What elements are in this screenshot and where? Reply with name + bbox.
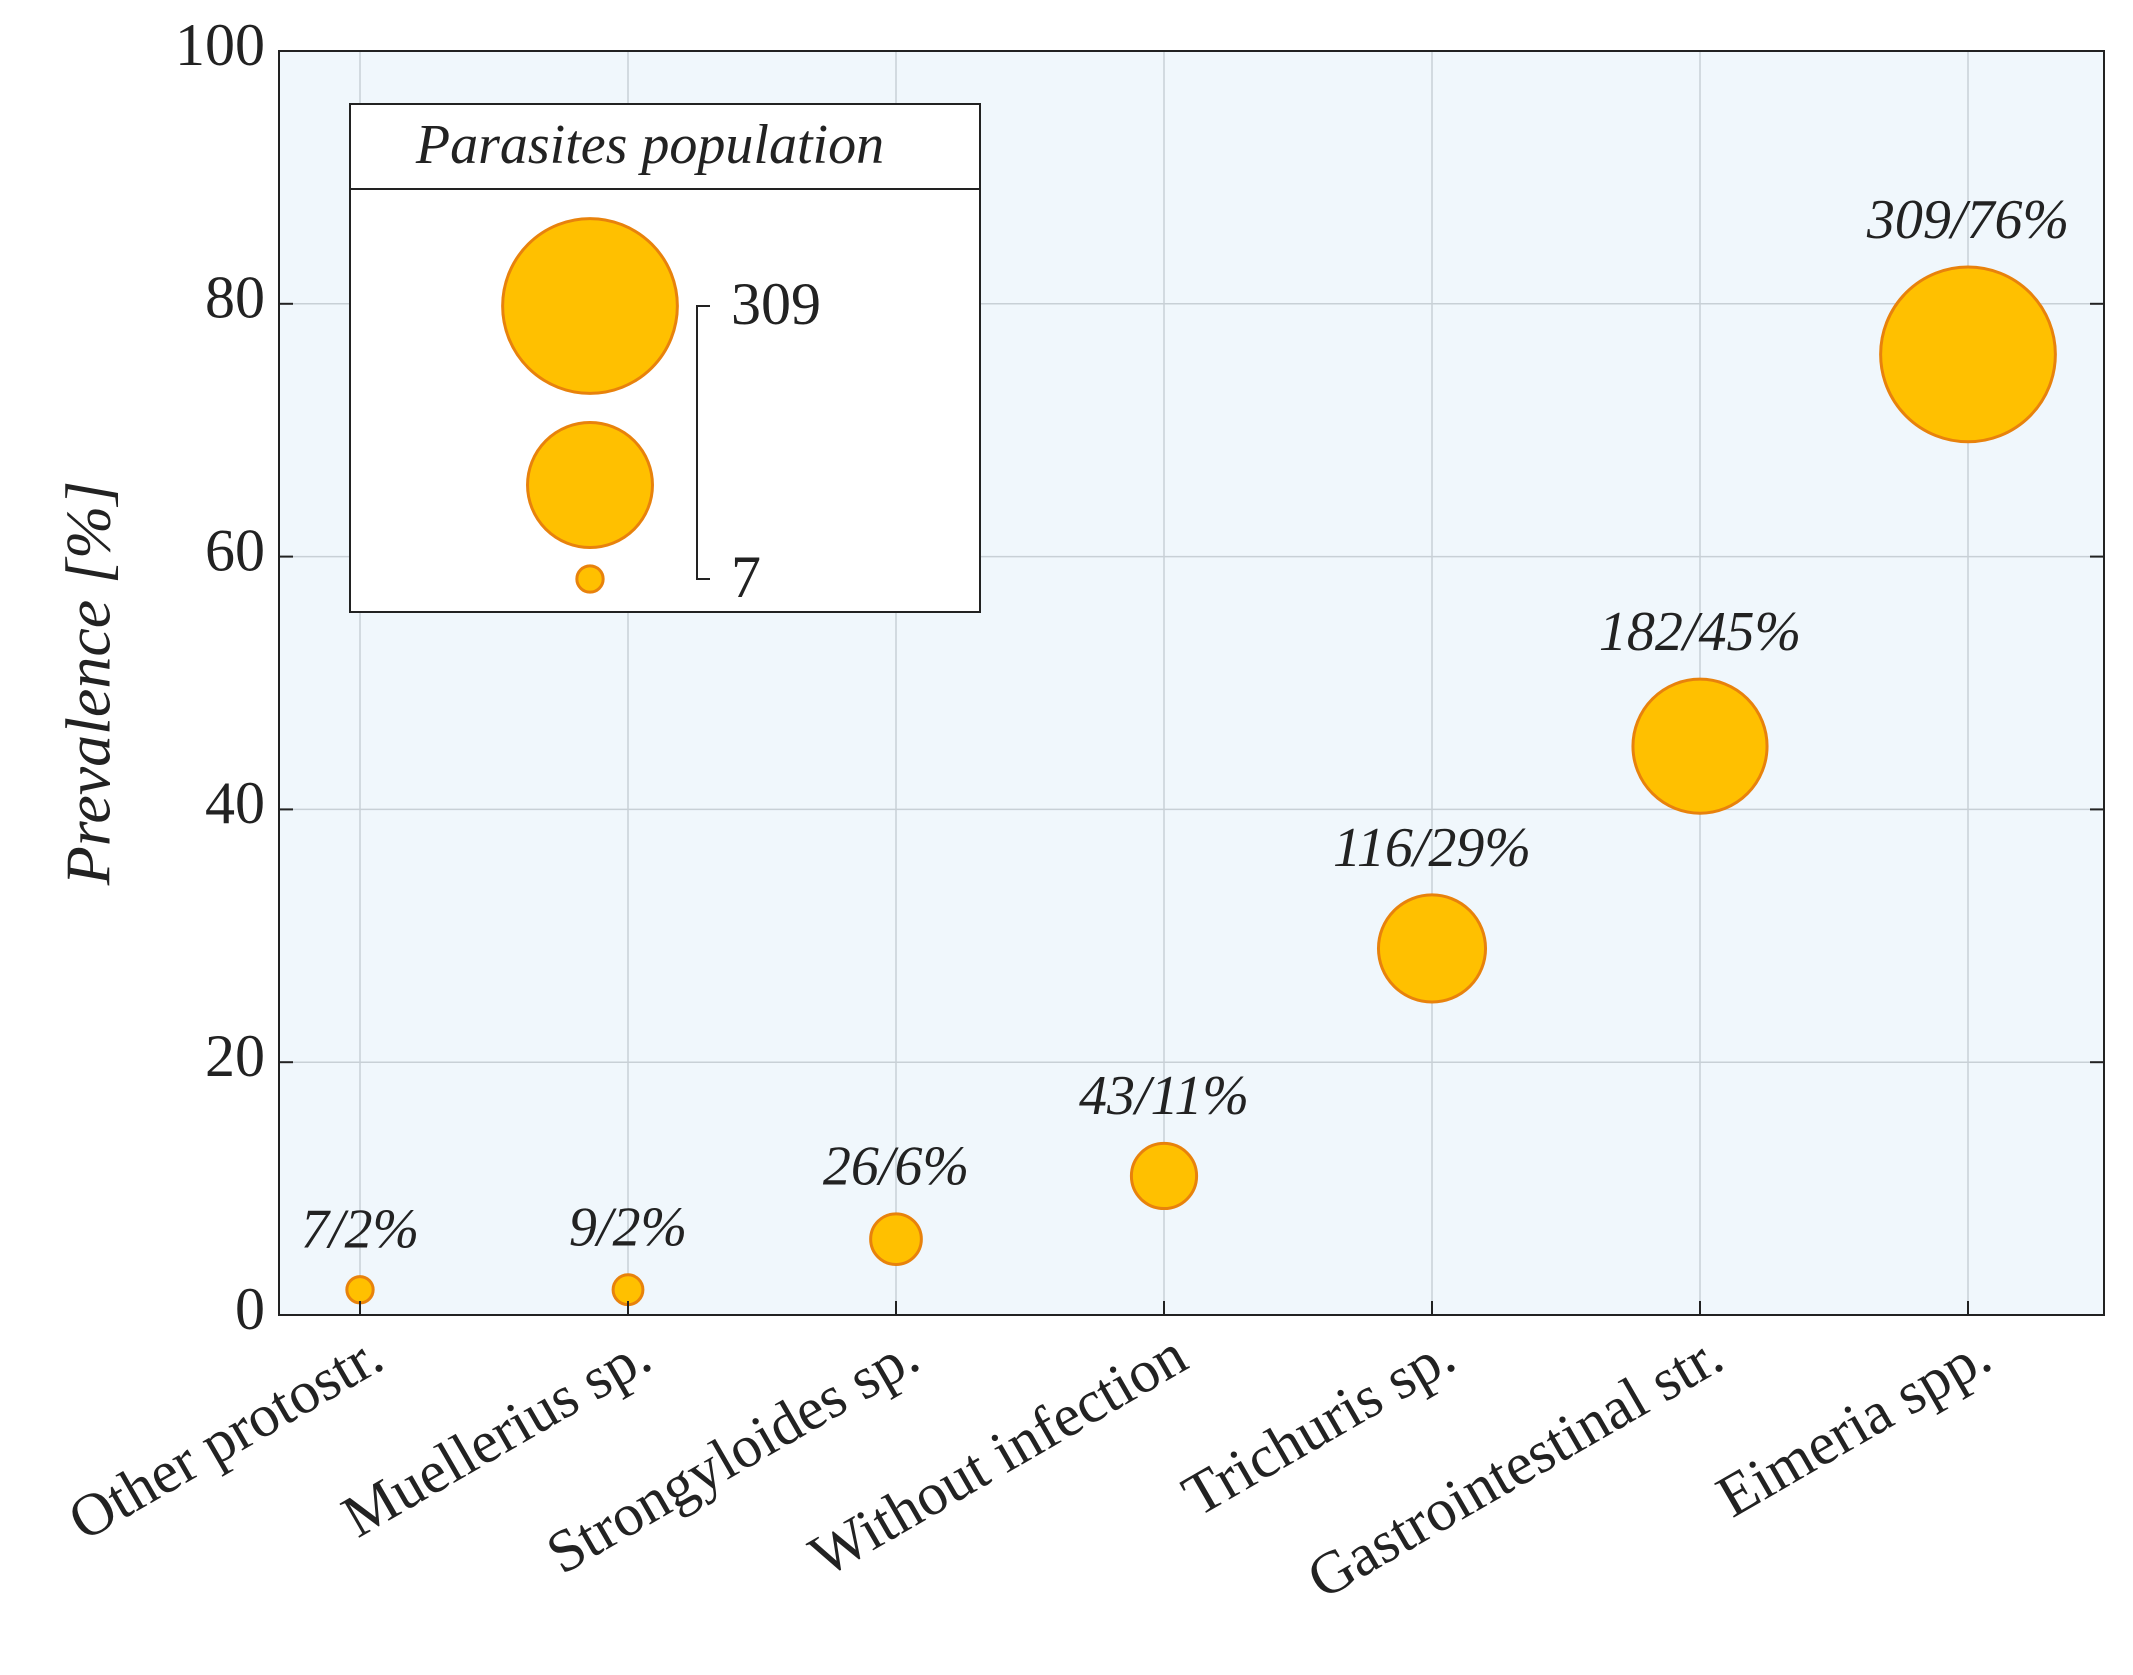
- bubble: [345, 1275, 375, 1305]
- marks: 7/2% 9/2% 26/6% 43/11% 116/29% 182/45% 309/76%: [301, 189, 2069, 1307]
- x-tick-label: Other protostr.: [57, 1321, 393, 1553]
- y-tick-label: 80: [205, 265, 265, 331]
- legend-bubble: [526, 421, 654, 549]
- legend-title: Parasites population: [415, 114, 884, 176]
- value-label: 43/11%: [1079, 1065, 1249, 1127]
- legend-size-label: 309: [731, 271, 821, 337]
- y-tick-label: 20: [205, 1023, 265, 1089]
- value-label: 26/6%: [823, 1136, 969, 1198]
- y-tick-label: 60: [205, 517, 265, 583]
- bubble: [611, 1273, 645, 1307]
- legend-box: [349, 103, 981, 613]
- y-tick-label: 40: [205, 770, 265, 836]
- x-tick-label: Eimeria spp.: [1706, 1321, 2002, 1530]
- bubble: [1376, 893, 1488, 1004]
- bubble: [1879, 265, 2057, 444]
- y-tick-label: 0: [235, 1276, 265, 1342]
- value-label: 182/45%: [1599, 601, 1801, 663]
- value-label: 116/29%: [1333, 817, 1531, 879]
- y-axis-label: Prevalence [%]: [53, 481, 124, 887]
- legend-size-label: 7: [731, 544, 761, 610]
- y-tick-label: 100: [175, 12, 265, 78]
- bubble: [1129, 1141, 1199, 1211]
- legend-bracket: [696, 305, 710, 580]
- value-label: 309/76%: [1866, 189, 2069, 251]
- bubble: [869, 1212, 923, 1267]
- axes-frame: [278, 50, 2105, 1316]
- value-label: 7/2%: [301, 1198, 419, 1260]
- legend-bubble: [501, 217, 679, 395]
- legend-bubble: [575, 564, 605, 594]
- value-label: 9/2%: [569, 1197, 687, 1259]
- legend: Parasites population 309 7: [349, 103, 981, 613]
- bubble: [1631, 677, 1769, 815]
